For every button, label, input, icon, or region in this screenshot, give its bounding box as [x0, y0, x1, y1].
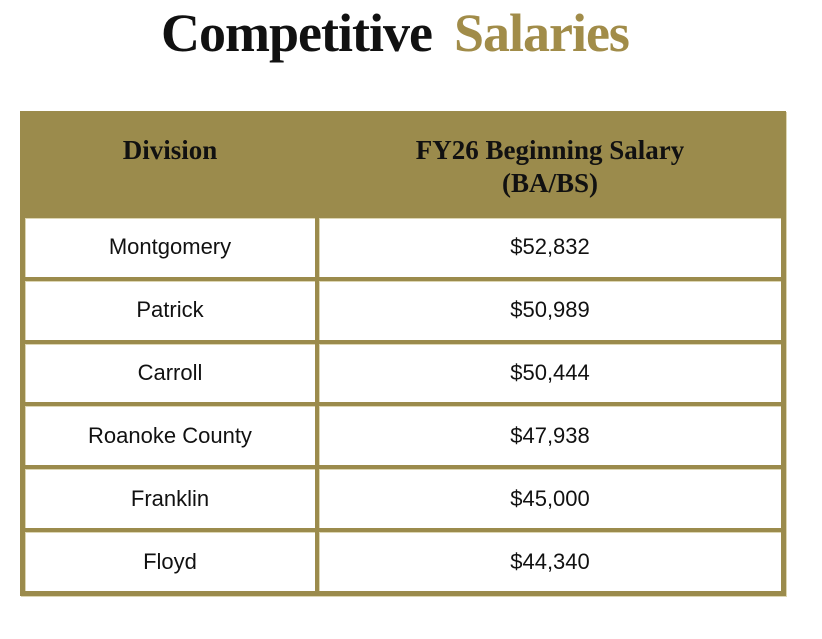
salary-cell: $44,340 [319, 532, 781, 591]
title-word-competitive: Competitive [161, 3, 433, 63]
division-cell: Floyd [25, 532, 315, 591]
salary-cell: $47,938 [319, 406, 781, 466]
table-body: Montgomery $52,832 Patrick $50,989 Carro… [25, 218, 781, 591]
salary-cell: $45,000 [319, 469, 781, 529]
page-title: Competitive Salaries [0, 0, 790, 66]
salary-cell: $50,989 [319, 280, 781, 340]
salary-table: Division FY26 Beginning Salary (BA/BS) M… [20, 111, 786, 596]
salary-cell: $50,444 [319, 343, 781, 403]
division-cell: Franklin [25, 469, 315, 529]
column-header-salary-line2: (BA/BS) [501, 168, 599, 198]
table-header-row: Division FY26 Beginning Salary (BA/BS) [25, 111, 781, 218]
division-cell: Montgomery [25, 218, 315, 277]
column-header-division: Division [122, 135, 218, 165]
column-header-salary: FY26 Beginning Salary (BA/BS) [319, 111, 781, 218]
division-cell: Carroll [25, 343, 315, 403]
column-header-salary-line1: FY26 Beginning Salary [415, 135, 685, 165]
salary-cell: $52,832 [319, 218, 781, 277]
division-cell: Patrick [25, 280, 315, 340]
title-word-salaries: Salaries [453, 3, 630, 63]
division-cell: Roanoke County [25, 406, 315, 466]
